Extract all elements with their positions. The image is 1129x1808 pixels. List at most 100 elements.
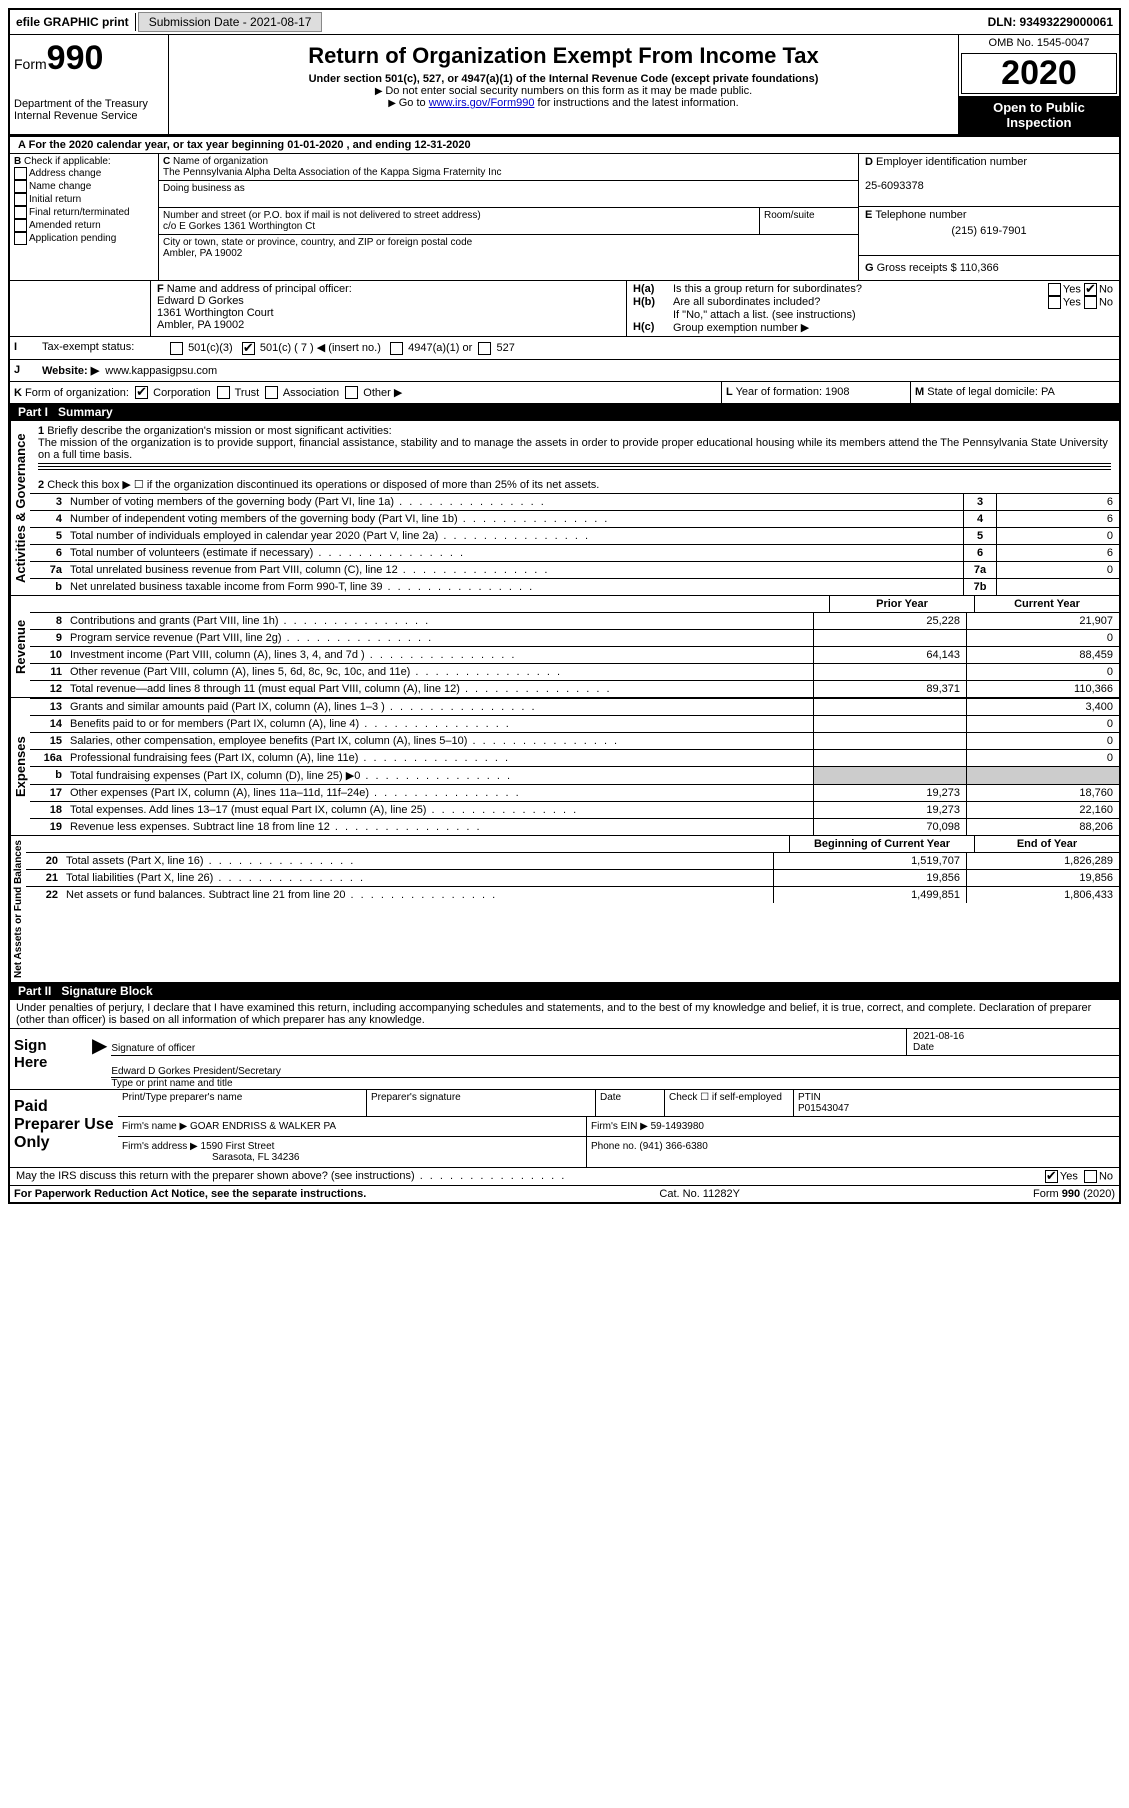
part1-bar: Part I Summary xyxy=(10,403,1119,421)
financial-row: 8Contributions and grants (Part VIII, li… xyxy=(30,612,1119,629)
line-i: I Tax-exempt status: 501(c)(3) 501(c) ( … xyxy=(10,336,1119,359)
omb-number: OMB No. 1545-0047 xyxy=(959,35,1119,51)
cb-4947[interactable] xyxy=(390,342,403,355)
box-c: C Name of organization The Pennsylvania … xyxy=(159,153,858,280)
header-mid: Return of Organization Exempt From Incom… xyxy=(169,35,958,134)
form-header: Form990 Department of the Treasury Inter… xyxy=(10,35,1119,136)
state-domicile: State of legal domicile: PA xyxy=(927,386,1055,398)
firm-phone: (941) 366-6380 xyxy=(639,1141,707,1152)
form-label: Form xyxy=(14,56,47,72)
cb-501c3[interactable] xyxy=(170,342,183,355)
gov-row: 4Number of independent voting members of… xyxy=(30,510,1119,527)
room-suite: Room/suite xyxy=(759,208,858,235)
cb-discuss-no[interactable] xyxy=(1084,1170,1097,1183)
top-bar: efile GRAPHIC print Submission Date - 20… xyxy=(10,10,1119,35)
cb-assoc[interactable] xyxy=(265,386,278,399)
gov-row: 5Total number of individuals employed in… xyxy=(30,527,1119,544)
financial-row: 20Total assets (Part X, line 16)1,519,70… xyxy=(26,852,1119,869)
cb-name-change[interactable] xyxy=(14,180,27,193)
financial-row: 16aProfessional fundraising fees (Part I… xyxy=(30,749,1119,766)
cb-discuss-yes[interactable] xyxy=(1045,1170,1058,1183)
financial-row: 11Other revenue (Part VIII, column (A), … xyxy=(30,663,1119,680)
cb-hb-yes[interactable] xyxy=(1048,296,1061,309)
firm-addr1: 1590 First Street xyxy=(201,1141,275,1152)
dept-label: Department of the Treasury Internal Reve… xyxy=(14,98,164,122)
cb-final-return[interactable] xyxy=(14,206,27,219)
org-address: c/o E Gorkes 1361 Worthington Ct xyxy=(163,221,315,232)
org-name: The Pennsylvania Alpha Delta Association… xyxy=(163,167,502,178)
cb-application-pending[interactable] xyxy=(14,232,27,245)
mission-text: The mission of the organization is to pr… xyxy=(38,437,1108,461)
form-container: efile GRAPHIC print Submission Date - 20… xyxy=(8,8,1121,1204)
financial-row: 22Net assets or fund balances. Subtract … xyxy=(26,886,1119,903)
open-public: Open to Public Inspection xyxy=(959,96,1119,134)
financial-row: 19Revenue less expenses. Subtract line 1… xyxy=(30,818,1119,835)
financial-row: 13Grants and similar amounts paid (Part … xyxy=(30,698,1119,715)
box-deg: D Employer identification number 25-6093… xyxy=(858,153,1119,280)
financial-row: 15Salaries, other compensation, employee… xyxy=(30,732,1119,749)
cb-501c[interactable] xyxy=(242,342,255,355)
financial-row: 9Program service revenue (Part VIII, lin… xyxy=(30,629,1119,646)
cb-hb-no[interactable] xyxy=(1084,296,1097,309)
footer: For Paperwork Reduction Act Notice, see … xyxy=(10,1185,1119,1202)
firm-ein: 59-1493980 xyxy=(651,1121,704,1132)
cb-amended[interactable] xyxy=(14,219,27,232)
box-b: B Check if applicable: Address change Na… xyxy=(10,153,159,280)
block-fh: F Name and address of principal officer:… xyxy=(10,280,1119,336)
financial-row: 12Total revenue—add lines 8 through 11 (… xyxy=(30,680,1119,697)
telephone: (215) 619-7901 xyxy=(865,225,1113,237)
cb-other[interactable] xyxy=(345,386,358,399)
ptin: P01543047 xyxy=(798,1103,849,1114)
financial-row: bTotal fundraising expenses (Part IX, co… xyxy=(30,766,1119,784)
part2-bar: Part II Signature Block xyxy=(10,982,1119,1000)
revenue-block: Revenue Prior Year Current Year 8Contrib… xyxy=(10,595,1119,697)
firm-name: GOAR ENDRISS & WALKER PA xyxy=(190,1121,336,1132)
submission-date-button[interactable]: Submission Date - 2021-08-17 xyxy=(138,12,323,32)
note-link: Go to www.irs.gov/Form990 for instructio… xyxy=(173,97,954,109)
financial-row: 21Total liabilities (Part X, line 26)19,… xyxy=(26,869,1119,886)
org-city: Ambler, PA 19002 xyxy=(163,248,242,259)
part1-body: Activities & Governance 1 Briefly descri… xyxy=(10,421,1119,595)
expenses-block: Expenses 13Grants and similar amounts pa… xyxy=(10,697,1119,835)
header-right: OMB No. 1545-0047 2020 Open to Public In… xyxy=(958,35,1119,134)
declaration: Under penalties of perjury, I declare th… xyxy=(10,1000,1119,1028)
cb-527[interactable] xyxy=(478,342,491,355)
efile-label: efile GRAPHIC print xyxy=(10,13,136,31)
irs-link[interactable]: www.irs.gov/Form990 xyxy=(429,97,535,109)
netassets-block: Net Assets or Fund Balances Beginning of… xyxy=(10,835,1119,982)
gov-row: 6Total number of volunteers (estimate if… xyxy=(30,544,1119,561)
discuss-row: May the IRS discuss this return with the… xyxy=(10,1167,1119,1185)
dln-label: DLN: 93493229000061 xyxy=(982,13,1119,31)
cb-ha-yes[interactable] xyxy=(1048,283,1061,296)
header-left: Form990 Department of the Treasury Inter… xyxy=(10,35,169,134)
vlabel-expenses: Expenses xyxy=(10,698,30,835)
firm-addr2: Sarasota, FL 34236 xyxy=(122,1152,299,1163)
sign-arrow-icon: ▶ xyxy=(88,1029,111,1089)
form-number: 990 xyxy=(47,39,104,77)
officer-name: Edward D Gorkes xyxy=(157,295,244,307)
financial-row: 14Benefits paid to or for members (Part … xyxy=(30,715,1119,732)
form-title: Return of Organization Exempt From Incom… xyxy=(173,43,954,69)
paid-preparer-block: Paid Preparer Use Only Print/Type prepar… xyxy=(10,1089,1119,1167)
year-formation: Year of formation: 1908 xyxy=(736,386,850,398)
vlabel-netassets: Net Assets or Fund Balances xyxy=(10,836,26,982)
vlabel-governance: Activities & Governance xyxy=(10,421,30,595)
vlabel-revenue: Revenue xyxy=(10,596,30,697)
cb-trust[interactable] xyxy=(217,386,230,399)
financial-row: 18Total expenses. Add lines 13–17 (must … xyxy=(30,801,1119,818)
note-ssn: Do not enter social security numbers on … xyxy=(173,85,954,97)
cb-address-change[interactable] xyxy=(14,167,27,180)
form-subtitle: Under section 501(c), 527, or 4947(a)(1)… xyxy=(173,73,954,85)
cb-corp[interactable] xyxy=(135,386,148,399)
cb-ha-no[interactable] xyxy=(1084,283,1097,296)
gov-row: bNet unrelated business taxable income f… xyxy=(30,578,1119,595)
line-a-period: A For the 2020 calendar year, or tax yea… xyxy=(10,136,1119,153)
line-j: J Website: ▶ www.kappasigpsu.com xyxy=(10,359,1119,381)
financial-row: 10Investment income (Part VIII, column (… xyxy=(30,646,1119,663)
tax-year: 2020 xyxy=(961,53,1117,94)
cb-initial-return[interactable] xyxy=(14,193,27,206)
box-f: F Name and address of principal officer:… xyxy=(151,281,626,336)
website-url: www.kappasigpsu.com xyxy=(105,365,217,377)
form-page-label: Form 990 (2020) xyxy=(1033,1188,1115,1200)
ein: 25-6093378 xyxy=(865,180,924,192)
